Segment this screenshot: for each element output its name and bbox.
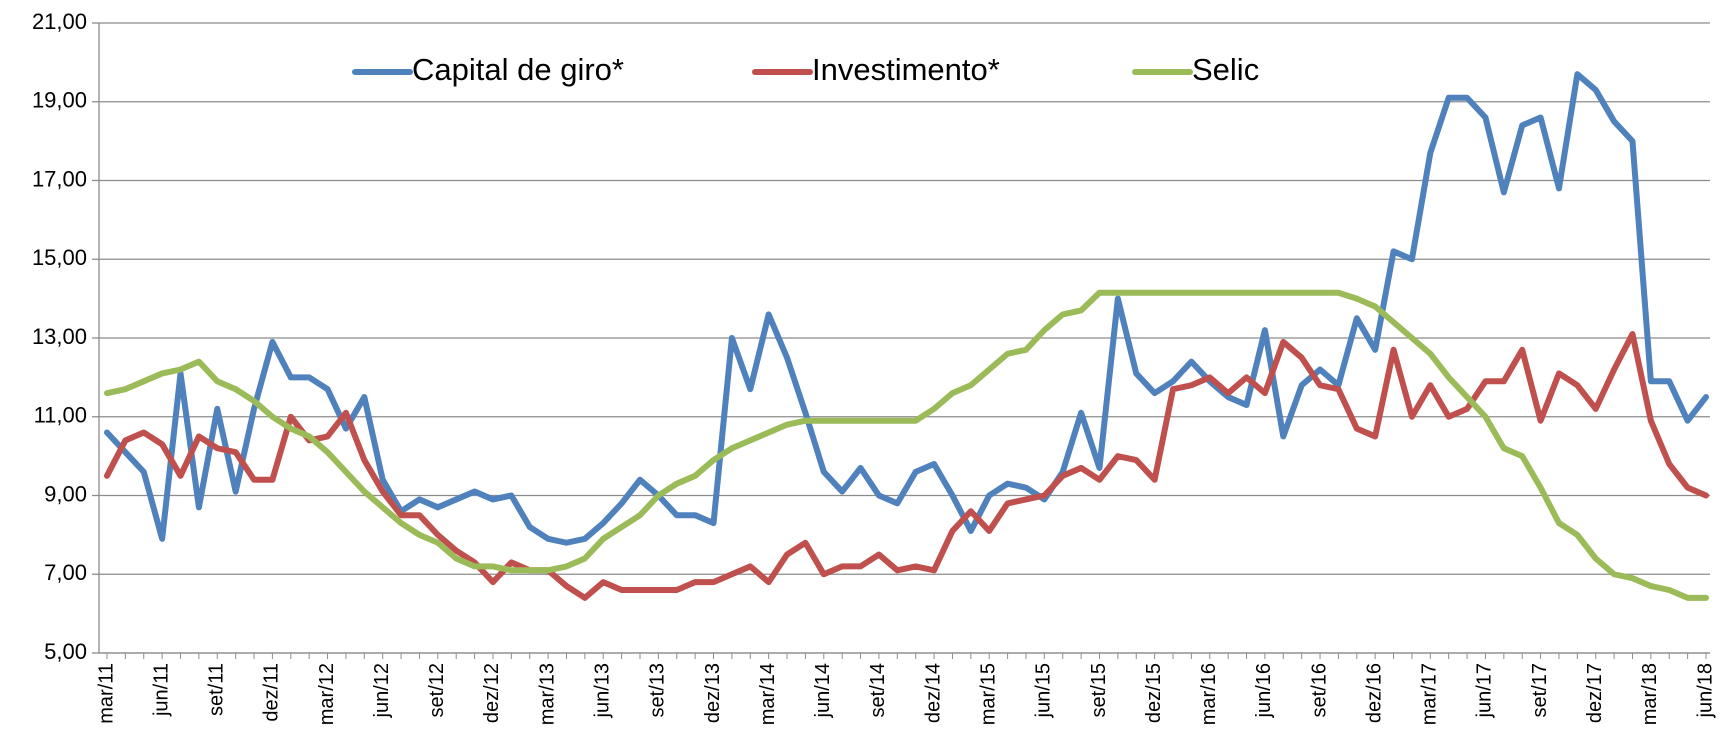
x-tick-label: dez/17: [1584, 663, 1606, 723]
x-tick-label: mar/11: [95, 663, 117, 724]
x-tick-label: set/15: [1088, 663, 1110, 717]
y-tick-label: 21,00: [32, 9, 87, 34]
x-tick-label: jun/15: [1033, 663, 1055, 719]
x-tick-label: set/11: [206, 663, 228, 716]
x-tick-label: mar/14: [757, 663, 779, 725]
x-tick-label: dez/14: [922, 663, 944, 723]
legend-label: Capital de giro*: [412, 52, 624, 87]
x-tick-label: mar/13: [536, 663, 558, 725]
legend-label: Selic: [1192, 52, 1259, 87]
y-tick-label: 9,00: [44, 481, 87, 506]
x-tick-label: dez/12: [481, 663, 503, 723]
legend-label: Investimento*: [812, 52, 1000, 87]
y-tick-label: 13,00: [32, 324, 87, 349]
series-line: [104, 289, 1709, 601]
x-tick-label: dez/15: [1143, 663, 1165, 723]
x-tick-label: set/17: [1529, 663, 1551, 717]
x-tick-label: jun/16: [1253, 663, 1275, 719]
x-tick-label: dez/13: [702, 663, 724, 723]
x-tick-label: jun/18: [1694, 663, 1716, 719]
x-tick-label: set/13: [647, 663, 669, 717]
series-line: [104, 331, 1709, 601]
x-tick-label: mar/17: [1419, 663, 1441, 725]
x-tick-label: jun/17: [1474, 663, 1496, 719]
x-tick-label: jun/14: [812, 663, 834, 719]
y-tick-label: 7,00: [44, 560, 87, 585]
x-tick-label: mar/18: [1639, 663, 1661, 725]
x-tick-label: jun/13: [592, 663, 614, 719]
x-tick-label: set/14: [867, 663, 889, 717]
series-line: [104, 71, 1709, 546]
x-tick-label: dez/16: [1363, 663, 1385, 723]
y-tick-label: 19,00: [32, 88, 87, 113]
x-tick-label: set/16: [1308, 663, 1330, 717]
x-tick-label: mar/12: [316, 663, 338, 725]
y-tick-label: 17,00: [32, 166, 87, 191]
x-tick-label: set/12: [426, 663, 448, 717]
x-tick-label: jun/11: [150, 663, 172, 717]
y-tick-label: 5,00: [44, 639, 87, 664]
x-tick-label: dez/11: [261, 663, 283, 722]
x-tick-label: mar/16: [1198, 663, 1220, 725]
x-tick-label: mar/15: [977, 663, 999, 725]
y-tick-label: 11,00: [34, 403, 87, 428]
y-tick-label: 15,00: [32, 245, 87, 270]
x-tick-label: jun/12: [371, 663, 393, 719]
